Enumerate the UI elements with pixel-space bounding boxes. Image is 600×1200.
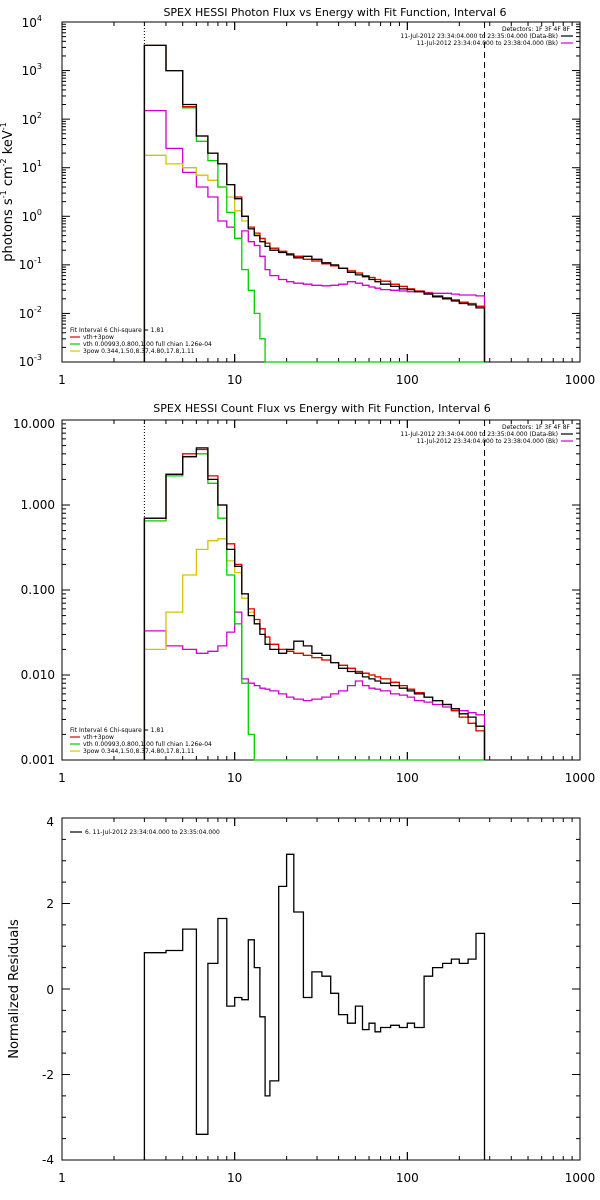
photon-flux-ylabel: photons s-1 cm-2 keV-1 xyxy=(0,122,16,261)
count-flux-title: SPEX HESSI Count Flux vs Energy with Fit… xyxy=(153,402,490,415)
fit-legend-head: Fit Interval 6 Chi-square = 1.81 xyxy=(70,727,164,734)
fit-vth-label: vth 0.00993,0.800,1.00 full chian 1.26e-… xyxy=(83,341,212,348)
xtick-label: 10 xyxy=(227,1171,242,1185)
residuals-axes-frame xyxy=(61,817,581,1161)
ytick-label: 102 xyxy=(22,111,42,127)
ytick-label: 100 xyxy=(22,208,42,224)
fit-pow-label: 3pow 0.344,1.50,8.37,4.80,17.8,1.11 xyxy=(83,748,195,755)
photon-flux-xtick-labels: 1 10 100 1000 xyxy=(58,373,595,387)
ytick-label: 4 xyxy=(46,815,54,829)
ytick-label: 103 xyxy=(22,62,42,78)
ytick-label: 10-1 xyxy=(19,256,42,272)
ytick-label: 0.001 xyxy=(21,753,55,767)
legend-detectors: Detectors: 1F 3F 4F 8F xyxy=(502,424,571,431)
xtick-label: 1000 xyxy=(565,373,596,387)
residuals-legend-label: 6. 11-Jul-2012 23:34:04.000 to 23:35:04.… xyxy=(85,829,220,836)
residuals-series xyxy=(143,853,486,1160)
series-line-data xyxy=(143,44,486,362)
series-line-data xyxy=(143,447,486,760)
photon-flux-ticks xyxy=(61,21,581,363)
xtick-label: 100 xyxy=(396,373,419,387)
photon-flux-legend: Detectors: 1F 3F 4F 8F 11-Jul-2012 23:34… xyxy=(400,26,573,47)
xtick-label: 1 xyxy=(58,1171,66,1185)
xtick-label: 1 xyxy=(58,373,66,387)
ytick-label: -2 xyxy=(42,1068,54,1082)
series-line-total xyxy=(143,44,486,362)
residuals-legend: 6. 11-Jul-2012 23:34:04.000 to 23:35:04.… xyxy=(70,829,220,836)
residuals-ytick-labels: -4 -2 0 2 4 xyxy=(42,815,54,1167)
count-flux-xtick-labels: 1 10 100 1000 xyxy=(58,771,595,785)
legend-data-label: 11-Jul-2012 23:34:04.000 to 23:35:04.000… xyxy=(400,431,558,438)
count-flux-axes-frame xyxy=(61,419,581,761)
count-flux-series xyxy=(143,420,486,761)
photon-flux-axes-frame xyxy=(61,21,581,363)
xtick-label: 10 xyxy=(227,373,242,387)
photon-flux-ytick-labels: 10-3 10-2 10-1 100 101 102 103 104 xyxy=(19,14,42,369)
fit-vth-label: vth 0.00993,0.800,1.00 full chian 1.26e-… xyxy=(83,741,212,748)
ytick-label: 101 xyxy=(22,159,42,175)
legend-data-label: 11-Jul-2012 23:34:04.000 to 23:35:04.000… xyxy=(400,33,558,40)
photon-flux-series xyxy=(143,22,486,363)
fit-total-label: vth+3pow xyxy=(83,734,114,741)
photon-flux-title: SPEX HESSI Photon Flux vs Energy with Fi… xyxy=(163,6,506,19)
ytick-label: 1.000 xyxy=(21,498,55,512)
ytick-label: 10.000 xyxy=(13,417,55,431)
fit-total-label: vth+3pow xyxy=(83,334,114,341)
legend-bk-label: 11-Jul-2012 23:34:04.000 to 23:38:04.000… xyxy=(417,40,558,47)
ytick-label: 0.010 xyxy=(21,668,55,682)
count-flux-ticks xyxy=(61,419,581,761)
legend-detectors: Detectors: 1F 3F 4F 8F xyxy=(502,26,571,33)
xtick-label: 1000 xyxy=(565,771,596,785)
legend-bk-label: 11-Jul-2012 23:34:04.000 to 23:38:04.000… xyxy=(417,438,558,445)
ytick-label: 0 xyxy=(46,983,54,997)
xtick-label: 1000 xyxy=(565,1171,596,1185)
count-flux-panel: SPEX HESSI Count Flux vs Energy with Fit… xyxy=(13,402,595,785)
xtick-label: 100 xyxy=(396,1171,419,1185)
ytick-label: 2 xyxy=(46,897,54,911)
series-line-bk xyxy=(143,611,486,760)
fit-legend-head: Fit Interval 6 Chi-square = 1.81 xyxy=(70,327,164,334)
ytick-label: 0.100 xyxy=(21,583,55,597)
series-line-data xyxy=(143,853,486,1160)
ytick-label: 104 xyxy=(22,14,42,30)
series-line-vth xyxy=(143,44,485,363)
ytick-label: 10-2 xyxy=(19,305,42,321)
count-flux-ytick-labels: 0.001 0.010 0.100 1.000 10.000 xyxy=(13,417,55,767)
residuals-panel: 1 10 100 1000 -4 -2 0 2 4 Normalized Res… xyxy=(7,815,595,1185)
xtick-label: 100 xyxy=(396,771,419,785)
series-line-bk xyxy=(143,109,486,362)
fit-pow-label: 3pow 0.344,1.50,8.37,4.80,17.8,1.11 xyxy=(83,348,195,355)
xtick-label: 1 xyxy=(58,771,66,785)
ytick-label: -4 xyxy=(42,1153,54,1167)
photon-flux-panel: SPEX HESSI Photon Flux vs Energy with Fi… xyxy=(0,6,595,387)
xtick-label: 10 xyxy=(227,771,242,785)
count-flux-fit-legend: Fit Interval 6 Chi-square = 1.81 vth+3po… xyxy=(70,727,212,755)
series-line-vth xyxy=(143,453,485,761)
count-flux-legend: Detectors: 1F 3F 4F 8F 11-Jul-2012 23:34… xyxy=(400,424,573,445)
residuals-ticks xyxy=(61,817,581,1161)
residuals-ylabel: Normalized Residuals xyxy=(7,919,22,1059)
series-line-total xyxy=(143,448,486,760)
photon-flux-fit-legend: Fit Interval 6 Chi-square = 1.81 vth+3po… xyxy=(70,327,212,355)
residuals-xtick-labels: 1 10 100 1000 xyxy=(58,1171,595,1185)
ytick-label: 10-3 xyxy=(19,353,42,369)
